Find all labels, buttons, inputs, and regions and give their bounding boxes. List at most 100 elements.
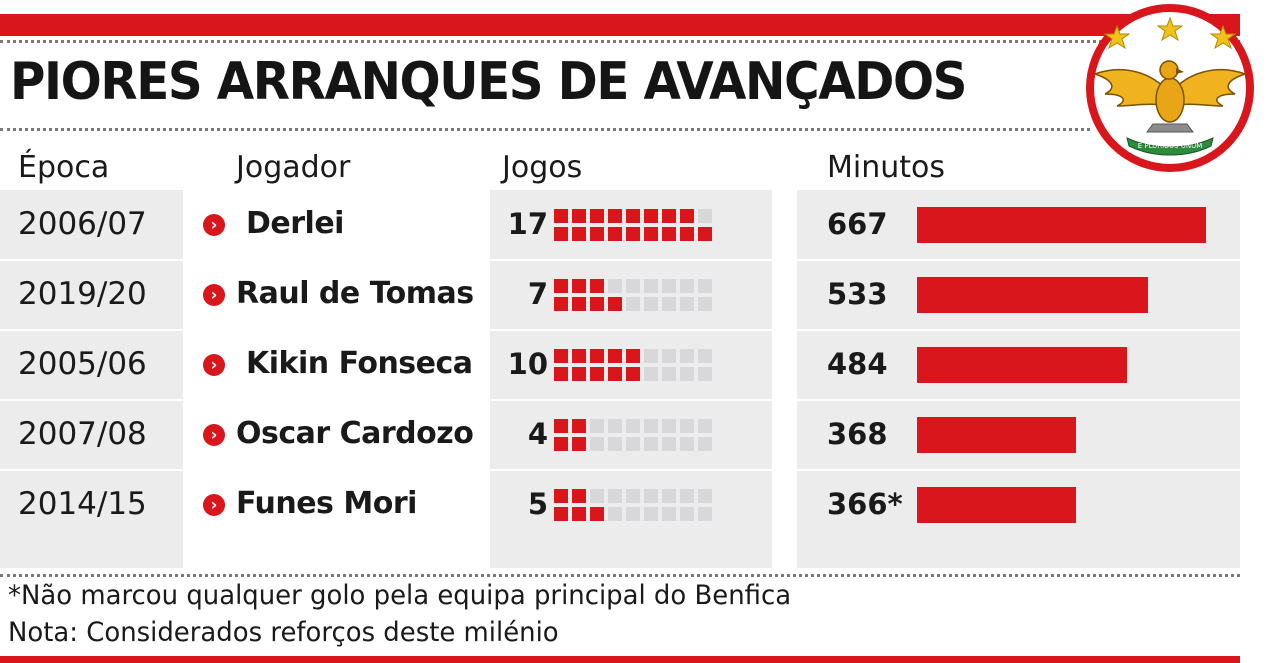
game-square [644, 297, 658, 311]
row-divider [490, 399, 772, 401]
game-square [662, 209, 676, 223]
game-square [662, 227, 676, 241]
game-square [590, 489, 604, 503]
game-square [608, 419, 622, 433]
game-square [698, 297, 712, 311]
cell-jogos: 17 [507, 207, 548, 241]
chevron-right-icon: › [203, 214, 225, 236]
cell-jogador: Funes Mori [236, 486, 417, 521]
game-square [662, 297, 676, 311]
game-square [698, 349, 712, 363]
game-square [680, 227, 694, 241]
game-square [662, 419, 676, 433]
game-square [554, 419, 568, 433]
game-square [662, 437, 676, 451]
game-square [590, 507, 604, 521]
cell-jogos: 5 [527, 487, 548, 521]
footnote-nota: Nota: Considerados reforços deste miléni… [8, 617, 559, 648]
game-square [590, 209, 604, 223]
game-square [554, 227, 568, 241]
game-square [698, 367, 712, 381]
game-square [572, 209, 586, 223]
game-square [680, 507, 694, 521]
game-square [554, 297, 568, 311]
cell-jogos: 10 [507, 347, 548, 381]
row-divider [490, 259, 772, 261]
game-square [554, 437, 568, 451]
game-square [680, 367, 694, 381]
row-divider [0, 259, 183, 261]
game-square [554, 507, 568, 521]
cell-minutos: 366* [827, 487, 903, 521]
row-divider [0, 329, 183, 331]
game-square [626, 437, 640, 451]
top-red-bar [0, 14, 1240, 36]
game-square [662, 279, 676, 293]
cell-epoca: 2006/07 [18, 206, 147, 242]
cell-jogos: 7 [527, 277, 548, 311]
game-square [698, 419, 712, 433]
header-jogador: Jogador [236, 150, 351, 185]
game-square [680, 279, 694, 293]
header-minutos: Minutos [827, 150, 945, 185]
game-square [608, 209, 622, 223]
game-square [698, 489, 712, 503]
header-jogos: Jogos [502, 150, 583, 185]
row-divider [797, 329, 1240, 331]
title-dotted-rule [0, 128, 1090, 131]
minutos-bar [917, 417, 1076, 453]
game-square [698, 209, 712, 223]
game-square [608, 437, 622, 451]
game-square [572, 227, 586, 241]
game-square [680, 437, 694, 451]
chart-title: PIORES ARRANQUES DE AVANÇADOS [10, 52, 968, 112]
game-square [572, 279, 586, 293]
game-square [608, 489, 622, 503]
game-square [572, 489, 586, 503]
game-square [626, 227, 640, 241]
game-square [590, 227, 604, 241]
game-square [644, 349, 658, 363]
game-square [698, 279, 712, 293]
cell-epoca: 2007/08 [18, 416, 147, 452]
header-epoca: Época [18, 150, 110, 185]
game-square [608, 227, 622, 241]
game-square [590, 367, 604, 381]
game-square [644, 489, 658, 503]
game-square [626, 367, 640, 381]
cell-minutos: 533 [827, 277, 888, 311]
game-square [698, 227, 712, 241]
game-square [644, 209, 658, 223]
game-square [680, 349, 694, 363]
logo-motto: E PLURIBUS UNUM [1138, 142, 1203, 150]
game-square [644, 419, 658, 433]
footnote-asterisk: *Não marcou qualquer golo pela equipa pr… [8, 580, 792, 611]
bottom-red-bar [0, 656, 1240, 663]
game-square [608, 349, 622, 363]
benfica-crest-logo: E PLURIBUS UNUM [1086, 4, 1254, 172]
cell-minutos: 484 [827, 347, 888, 381]
cell-epoca: 2019/20 [18, 276, 147, 312]
chevron-right-icon: › [203, 494, 225, 516]
game-square [608, 279, 622, 293]
row-divider [490, 469, 772, 471]
game-square [572, 349, 586, 363]
bottom-dotted-rule [0, 574, 1240, 577]
game-square [554, 279, 568, 293]
chevron-right-icon: › [203, 424, 225, 446]
game-square [590, 279, 604, 293]
game-square [626, 209, 640, 223]
chevron-right-icon: › [203, 354, 225, 376]
minutos-bar [917, 277, 1148, 313]
cell-jogador: Oscar Cardozo [236, 416, 474, 451]
cell-jogador: Raul de Tomas [236, 276, 474, 311]
game-square [662, 349, 676, 363]
game-square [626, 489, 640, 503]
cell-epoca: 2005/06 [18, 346, 147, 382]
game-square [626, 419, 640, 433]
chevron-right-icon: › [203, 284, 225, 306]
game-square [608, 297, 622, 311]
row-divider [797, 399, 1240, 401]
game-square [572, 419, 586, 433]
row-divider [490, 329, 772, 331]
